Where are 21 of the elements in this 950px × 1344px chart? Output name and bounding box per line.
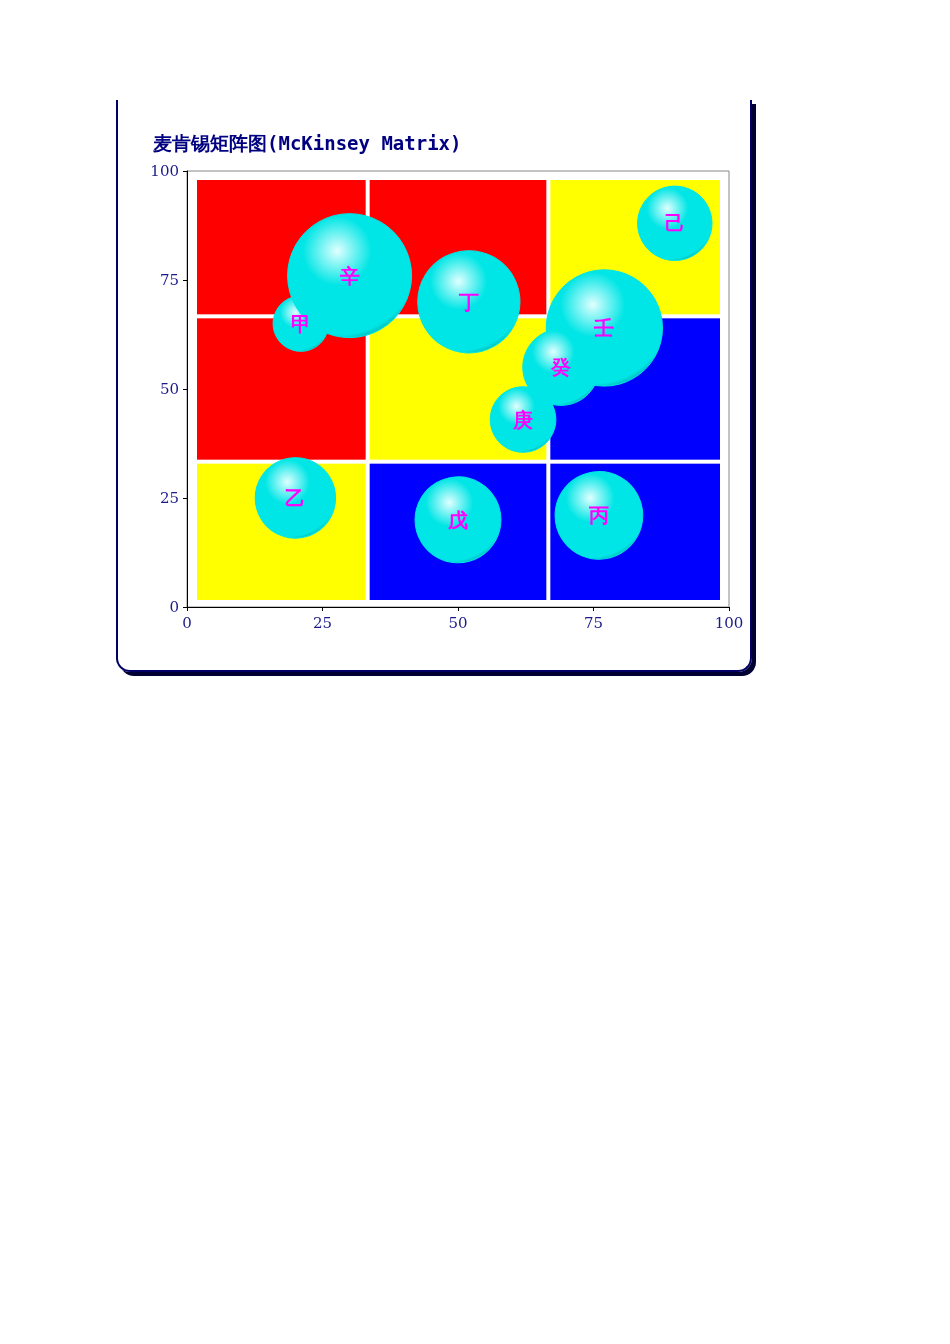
series-label: 壬 — [593, 315, 615, 340]
y-tick-label: 75 — [159, 271, 179, 289]
y-tick-label: 0 — [169, 598, 179, 616]
y-tick-label: 50 — [159, 380, 179, 398]
y-tick-label: 25 — [159, 489, 179, 507]
y-tick-label: 100 — [150, 162, 179, 180]
series-label: 戊 — [447, 507, 468, 532]
x-tick-label: 50 — [448, 613, 468, 632]
x-tick-label: 100 — [714, 613, 744, 632]
series-label: 庚 — [512, 407, 534, 432]
x-tick-label: 75 — [583, 613, 604, 632]
series-label: 乙 — [285, 486, 306, 510]
x-tick-label: 25 — [312, 613, 333, 632]
series-label: 己 — [664, 211, 685, 236]
series-label: 丁 — [457, 289, 479, 314]
series-label: 甲 — [290, 311, 311, 336]
series-label: 辛 — [338, 263, 360, 288]
series-label: 丙 — [587, 503, 609, 528]
x-tick-label: 0 — [182, 613, 192, 632]
chart-title: 麦肯锡矩阵图(McKinsey Matrix) — [152, 131, 462, 154]
series-label: 癸 — [549, 355, 571, 380]
